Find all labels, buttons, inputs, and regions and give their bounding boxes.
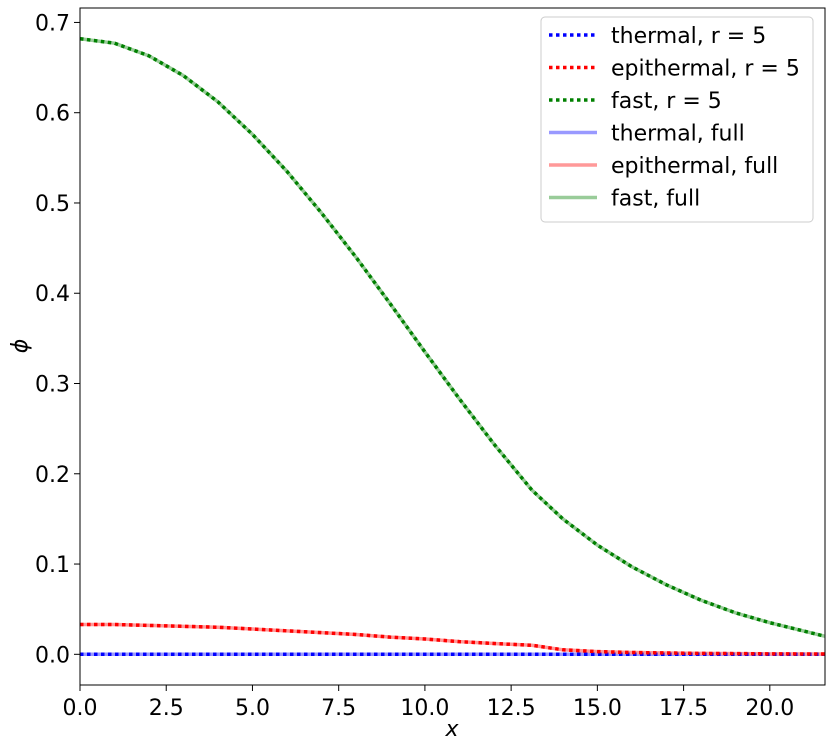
legend-label: thermal, r = 5 — [611, 24, 766, 49]
x-tick-label: 20.0 — [745, 696, 794, 721]
y-axis-label: ϕ — [8, 339, 33, 354]
y-tick-label: 0.1 — [35, 553, 70, 578]
x-tick-label: 7.5 — [321, 696, 356, 721]
y-tick-label: 0.4 — [35, 282, 70, 307]
x-tick-label: 0.0 — [63, 696, 98, 721]
x-axis-label: x — [444, 717, 459, 742]
legend-label: fast, full — [611, 187, 700, 212]
legend: thermal, r = 5 epithermal, r = 5 fast, r =… — [540, 16, 814, 223]
x-tick-label: 2.5 — [149, 696, 184, 721]
x-tick-label: 12.5 — [487, 696, 536, 721]
legend-label: thermal, full — [611, 122, 745, 147]
legend-box — [540, 16, 814, 223]
series-line-fast-full — [80, 36, 825, 638]
y-tick-label: 0.2 — [35, 463, 70, 488]
y-tick-label: 0.7 — [35, 11, 70, 36]
x-tick-label: 10.0 — [400, 696, 449, 721]
y-tick-label: 0.5 — [35, 192, 70, 217]
x-tick-label: 15.0 — [573, 696, 622, 721]
y-tick-label: 0.3 — [35, 373, 70, 398]
x-tick-label: 17.5 — [659, 696, 708, 721]
series-line-epithermal-r-5 — [80, 622, 825, 656]
legend-label: epithermal, r = 5 — [611, 57, 800, 82]
legend-label: fast, r = 5 — [611, 89, 722, 114]
y-tick-label: 0.6 — [35, 102, 70, 127]
x-tick-label: 5.0 — [235, 696, 270, 721]
legend-label: epithermal, full — [611, 154, 778, 179]
plot-frame — [79, 7, 826, 686]
y-tick-label: 0.0 — [35, 643, 70, 668]
